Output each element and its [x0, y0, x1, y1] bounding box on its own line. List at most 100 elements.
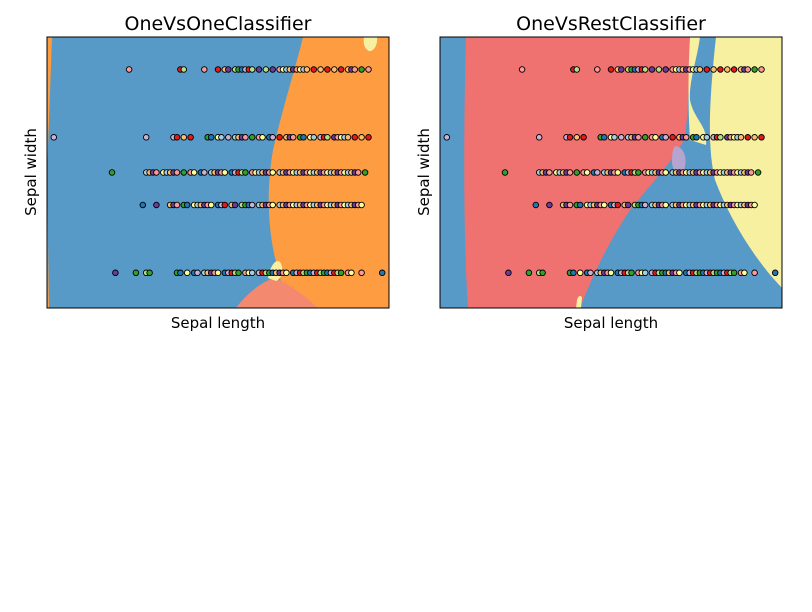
data-point — [751, 134, 758, 141]
data-point — [532, 201, 540, 209]
data-point — [242, 134, 249, 141]
data-point — [758, 66, 765, 73]
data-point — [693, 134, 700, 141]
data-point — [751, 66, 758, 73]
plot-frame — [439, 36, 783, 309]
data-point — [173, 201, 181, 209]
data-point — [303, 66, 311, 73]
data-point — [566, 169, 574, 176]
data-point — [317, 66, 324, 73]
scatter-points-one-vs-one — [50, 66, 386, 277]
data-point — [573, 134, 581, 141]
data-point — [724, 66, 731, 73]
data-point — [635, 169, 642, 176]
data-point — [242, 169, 249, 176]
data-point — [283, 269, 290, 277]
data-point — [566, 201, 574, 209]
chart-title: OneVsOneClassifier — [124, 13, 311, 35]
data-point — [730, 66, 738, 73]
data-point — [269, 134, 276, 141]
data-point — [354, 169, 362, 176]
data-point — [361, 169, 369, 176]
data-point — [594, 169, 601, 176]
data-point — [201, 66, 208, 73]
data-point — [259, 134, 266, 141]
data-point — [730, 269, 738, 277]
decision-regions — [440, 37, 782, 308]
data-point — [771, 269, 779, 277]
data-point — [655, 66, 663, 73]
data-point — [600, 134, 608, 141]
data-point — [443, 134, 451, 141]
data-point — [358, 201, 365, 209]
data-point — [607, 66, 615, 73]
data-point — [758, 134, 765, 141]
data-point — [378, 269, 386, 277]
data-point — [648, 66, 656, 73]
data-point — [576, 269, 584, 277]
data-point — [662, 201, 669, 209]
data-point — [351, 66, 359, 73]
data-point — [624, 201, 632, 209]
chart-title: OneVsRestClassifier — [516, 13, 706, 35]
data-point — [717, 134, 724, 141]
data-point — [573, 169, 581, 176]
data-point — [276, 134, 283, 141]
data-point — [710, 66, 717, 73]
data-point — [139, 201, 147, 209]
data-point — [289, 134, 297, 141]
data-point — [177, 269, 184, 277]
data-point — [583, 169, 591, 176]
data-point — [652, 134, 659, 141]
data-point — [576, 201, 584, 209]
data-point — [218, 134, 225, 141]
data-point — [269, 169, 276, 176]
data-point — [535, 134, 543, 141]
region-salmon — [236, 278, 318, 308]
subplot-one-vs-one: OneVsOneClassifier Sepal length Sepal wi… — [22, 13, 390, 332]
data-point — [587, 269, 594, 277]
data-point — [214, 269, 222, 277]
data-point — [628, 269, 635, 277]
data-point — [614, 169, 622, 176]
data-point — [744, 66, 752, 73]
data-point — [358, 66, 365, 73]
data-point — [194, 269, 201, 277]
data-point — [235, 269, 242, 277]
data-point — [344, 134, 352, 141]
data-point — [187, 134, 194, 141]
data-point — [614, 201, 622, 209]
data-point — [310, 66, 318, 73]
data-point — [618, 66, 625, 73]
data-point — [570, 269, 577, 277]
data-point — [225, 134, 232, 141]
data-point — [132, 269, 140, 277]
data-point — [180, 134, 188, 141]
data-point — [201, 169, 208, 176]
data-point — [641, 201, 649, 209]
data-point — [221, 169, 229, 176]
data-point — [518, 66, 526, 73]
x-axis-label: Sepal length — [171, 314, 265, 332]
data-point — [573, 66, 581, 73]
data-point — [365, 66, 372, 73]
data-point — [337, 269, 345, 277]
data-point — [662, 169, 669, 176]
y-axis-label: Sepal width — [415, 128, 433, 216]
data-point — [225, 66, 232, 73]
data-point — [248, 269, 256, 277]
data-point — [566, 134, 574, 141]
data-point — [754, 169, 762, 176]
data-point — [180, 66, 188, 73]
data-point — [125, 66, 133, 73]
region-purple — [672, 146, 686, 173]
data-point — [751, 201, 758, 209]
region-yellow-top — [363, 37, 378, 52]
data-point — [703, 134, 711, 141]
data-point — [142, 134, 150, 141]
data-point — [669, 134, 676, 141]
data-point — [751, 269, 758, 277]
data-point — [248, 134, 256, 141]
data-point — [173, 134, 181, 141]
